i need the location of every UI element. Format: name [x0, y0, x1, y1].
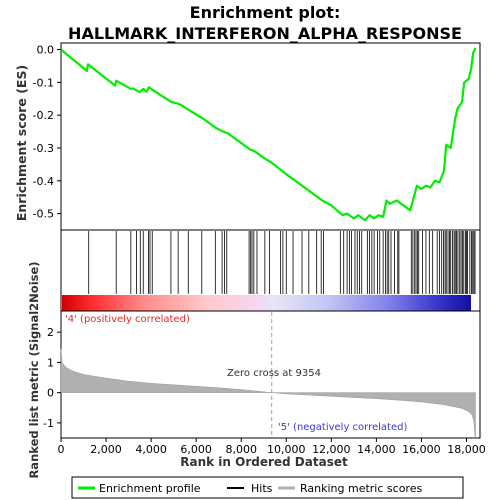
x-axis-label: Rank in Ordered Dataset	[180, 455, 348, 469]
es-tick-label: 0.0	[37, 44, 55, 57]
x-tick-label: 6,000	[180, 443, 212, 456]
x-tick-label: 4,000	[135, 443, 167, 456]
chart-title-line1: Enrichment plot:	[190, 3, 341, 22]
rank-color-bar	[62, 295, 471, 311]
hits-markers	[88, 231, 476, 294]
es-tick-label: -0.3	[33, 142, 54, 155]
x-tick-label: 12,000	[312, 443, 351, 456]
enrichment-profile-line	[60, 47, 477, 222]
x-tick-label: 14,000	[357, 443, 396, 456]
es-tick-label: -0.1	[33, 76, 54, 89]
x-tick-label: 10,000	[267, 443, 306, 456]
metric-tick-label: -1	[43, 417, 54, 430]
metric-panel-frame	[60, 310, 481, 439]
es-panel-frame	[60, 42, 481, 231]
x-tick-label: 18,000	[447, 443, 486, 456]
x-tick-label: 0	[58, 443, 65, 456]
negative-correlation-label: '5' (negatively correlated)	[278, 422, 407, 433]
metric-tick-label: 0	[47, 387, 54, 400]
ranking-metric-area	[60, 348, 476, 439]
x-tick-label: 16,000	[402, 443, 441, 456]
chart-title-line2: HALLMARK_INTERFERON_ALPHA_RESPONSE	[68, 24, 462, 43]
metric-axis-label: Ranked list metric (Signal2Noise)	[27, 261, 41, 478]
es-tick-label: -0.4	[33, 175, 54, 188]
es-tick-label: -0.2	[33, 109, 54, 122]
metric-tick-label: 2	[47, 326, 54, 339]
zero-cross-label: Zero cross at 9354	[227, 368, 321, 379]
legend-enrichment-profile: Enrichment profile	[99, 482, 201, 495]
legend-ranking-metric: Ranking metric scores	[300, 482, 422, 495]
legend-hits: Hits	[251, 482, 273, 495]
x-tick-label: 2,000	[90, 443, 122, 456]
es-tick-label: -0.5	[33, 208, 54, 221]
legend: Enrichment profile Hits Ranking metric s…	[71, 476, 464, 499]
positive-correlation-label: '4' (positively correlated)	[65, 314, 190, 325]
x-tick-label: 8,000	[225, 443, 257, 456]
es-axis-label: Enrichment score (ES)	[14, 65, 29, 221]
metric-tick-label: 1	[47, 356, 54, 369]
